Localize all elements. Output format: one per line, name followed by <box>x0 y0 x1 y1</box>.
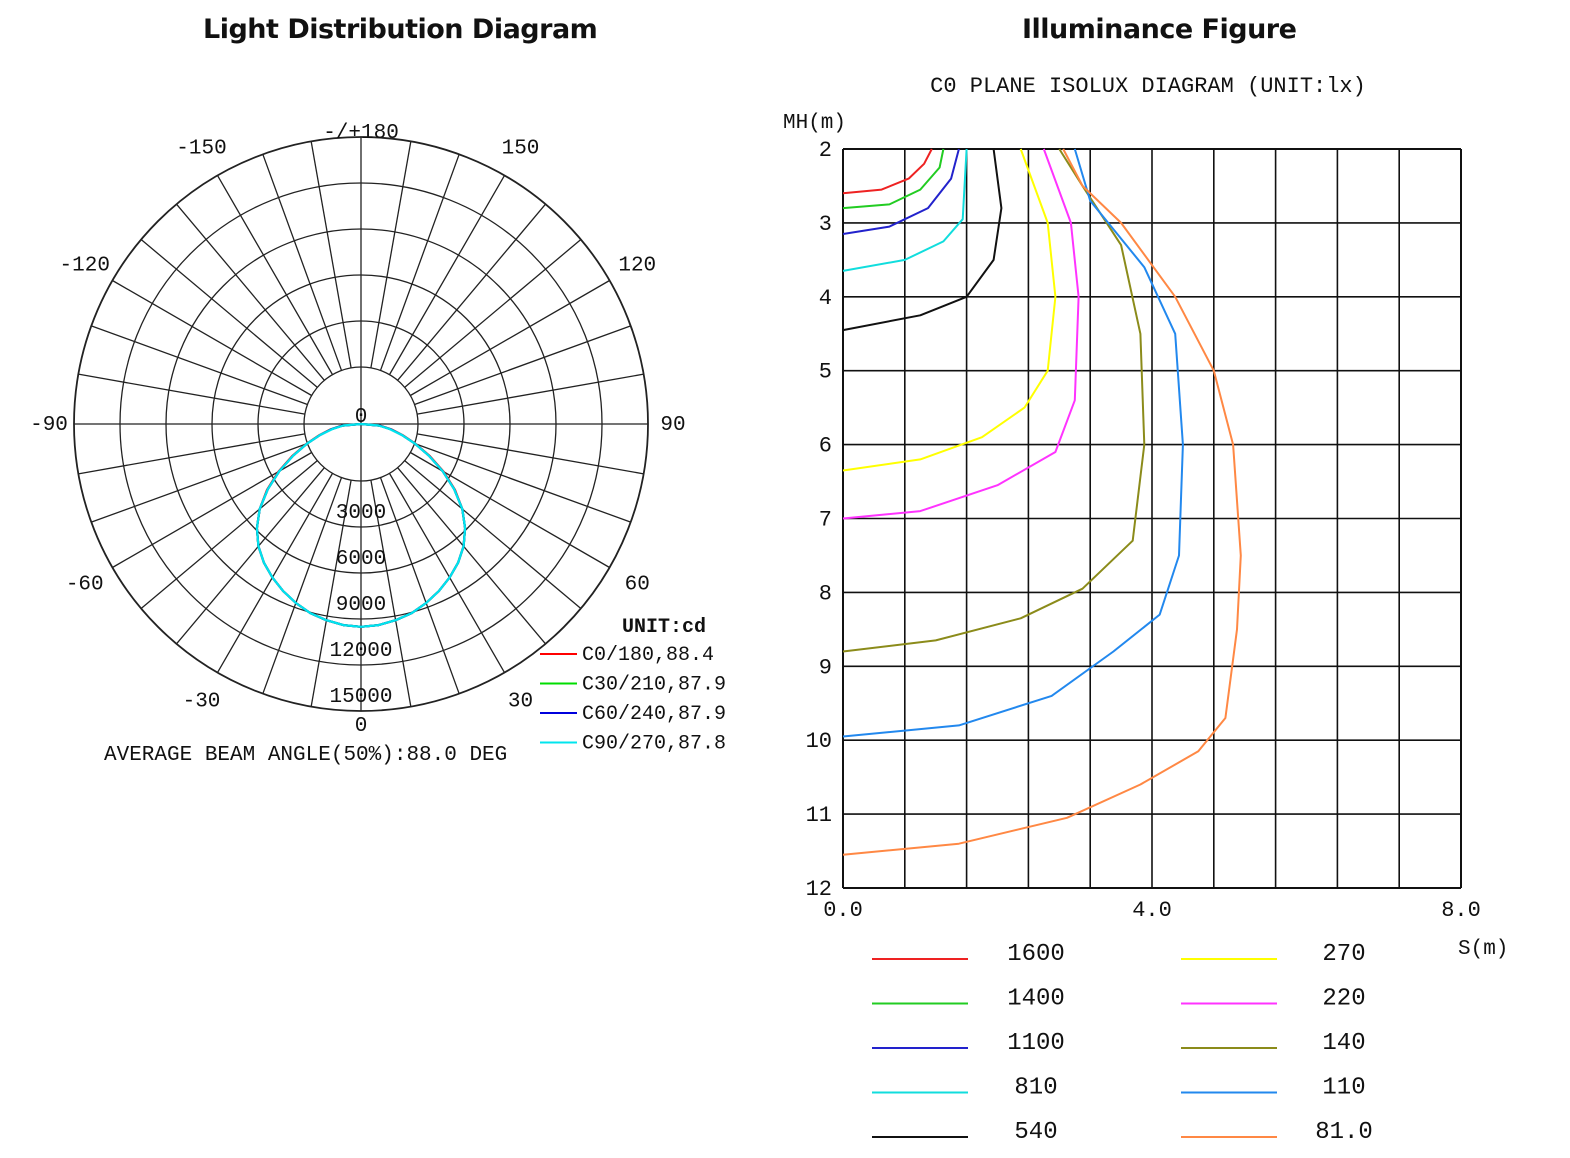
isolux-y-tick: 5 <box>819 360 832 385</box>
polar-spoke <box>379 154 460 371</box>
polar-angle-label: -30 <box>183 690 221 713</box>
polar-series-3 <box>255 422 467 628</box>
polar-spoke <box>262 477 343 694</box>
polar-angle-label: -60 <box>66 574 104 597</box>
isolux-legend-label: 220 <box>1322 986 1365 1013</box>
polar-angle-label: 0 <box>355 715 368 738</box>
isolux-x-tick: 0.0 <box>823 898 863 923</box>
polar-spoke <box>414 325 631 406</box>
polar-radial-label: 3000 <box>336 502 386 525</box>
polar-legend-label: C30/210,87.9 <box>582 674 726 697</box>
polar-chart: -/+180 150 120 90 60 30 0 -30 -60 -90 -120 -150 0 300… <box>30 122 726 767</box>
polar-angle-label: -150 <box>176 138 226 161</box>
polar-spoke <box>112 279 312 397</box>
polar-footer: AVERAGE BEAM ANGLE(50%):88.0 DEG <box>104 744 507 767</box>
polar-spoke <box>404 239 582 388</box>
isolux-series-9 <box>842 148 1242 856</box>
isolux-y-axis-label: MH(m) <box>783 112 846 135</box>
isolux-y-tick: 8 <box>819 581 832 606</box>
isolux-y-tick: 11 <box>806 803 832 828</box>
polar-angle-label: 120 <box>618 255 656 278</box>
polar-spoke <box>216 175 334 375</box>
polar-spoke <box>414 442 631 523</box>
polar-legend-label: C90/270,87.8 <box>582 733 726 756</box>
polar-spoke <box>388 473 506 673</box>
light-distribution-heading: Light Distribution Diagram <box>203 14 598 45</box>
isolux-series-2 <box>842 148 960 235</box>
polar-spoke <box>397 203 546 381</box>
polar-legend-label: C0/180,88.4 <box>582 644 714 667</box>
polar-spoke <box>397 467 546 645</box>
polar-unit-label: UNIT:cd <box>622 616 706 639</box>
isolux-y-tick: 4 <box>819 286 832 311</box>
isolux-x-tick: 8.0 <box>1441 898 1481 923</box>
isolux-series-5 <box>842 148 1057 472</box>
polar-radial-label: 12000 <box>329 640 392 663</box>
polar-spoke <box>379 477 460 694</box>
polar-radial-label: 6000 <box>336 548 386 571</box>
isolux-series-8 <box>842 148 1184 738</box>
isolux-y-tick: 6 <box>819 434 832 459</box>
polar-spoke <box>370 141 412 368</box>
polar-angle-label: -120 <box>60 255 110 278</box>
isolux-legend-label: 270 <box>1322 941 1365 968</box>
isolux-y-tick: 10 <box>806 729 832 754</box>
isolux-legend-label: 1100 <box>1007 1030 1065 1057</box>
polar-spoke <box>310 480 352 707</box>
isolux-chart: C0 PLANE ISOLUX DIAGRAM (UNIT:lx) 2 3 4 5 6 7 8… <box>783 74 1508 1146</box>
isolux-y-tick: 12 <box>806 877 832 902</box>
polar-spoke <box>91 325 308 406</box>
isolux-x-tick: 4.0 <box>1132 898 1172 923</box>
polar-spoke <box>176 467 325 645</box>
polar-angle-label: 30 <box>508 690 533 713</box>
polar-spoke <box>78 433 305 475</box>
isolux-legend-label: 81.0 <box>1315 1119 1373 1146</box>
polar-angle-label: -/+180 <box>323 122 399 145</box>
isolux-series-1 <box>842 148 945 210</box>
isolux-y-tick: 2 <box>819 138 832 163</box>
isolux-legend-label: 1600 <box>1007 941 1065 968</box>
isolux-plot-title: C0 PLANE ISOLUX DIAGRAM (UNIT:lx) <box>930 74 1366 99</box>
polar-angle-label: 150 <box>502 138 540 161</box>
isolux-legend-label: 140 <box>1322 1030 1365 1057</box>
polar-spoke <box>370 480 412 707</box>
isolux-series-6 <box>842 148 1080 520</box>
polar-angle-label: -90 <box>30 414 68 437</box>
polar-spoke <box>91 442 308 523</box>
isolux-legend-label: 810 <box>1014 1075 1057 1102</box>
polar-spoke <box>404 460 582 609</box>
polar-spoke <box>417 373 644 415</box>
polar-spoke <box>388 175 506 375</box>
isolux-legend-label: 110 <box>1322 1075 1365 1102</box>
polar-spoke <box>417 433 644 475</box>
isolux-y-tick: 3 <box>819 212 832 237</box>
isolux-y-tick: 7 <box>819 508 832 533</box>
polar-angle-label: 60 <box>625 574 650 597</box>
polar-spoke <box>78 373 305 415</box>
polar-center-label: 0 <box>355 406 368 429</box>
isolux-y-tick: 9 <box>819 655 832 680</box>
polar-spoke <box>410 279 610 397</box>
isolux-legend-label: 540 <box>1014 1119 1057 1146</box>
polar-spoke <box>310 141 352 368</box>
isolux-x-axis-label: S(m) <box>1458 938 1508 961</box>
polar-spoke <box>216 473 334 673</box>
polar-spoke <box>176 203 325 381</box>
isolux-series-0 <box>842 148 933 195</box>
polar-spoke <box>140 239 318 388</box>
polar-spoke <box>262 154 343 371</box>
polar-angle-label: 90 <box>660 414 685 437</box>
polar-radial-label: 9000 <box>336 594 386 617</box>
illuminance-heading: Illuminance Figure <box>1022 14 1297 45</box>
isolux-series-4 <box>842 148 1003 332</box>
isolux-series-7 <box>842 148 1146 653</box>
isolux-legend-label: 1400 <box>1007 986 1065 1013</box>
isolux-series-3 <box>842 148 968 272</box>
polar-legend-label: C60/240,87.9 <box>582 703 726 726</box>
polar-radial-label: 15000 <box>329 686 392 709</box>
polar-spoke <box>140 460 318 609</box>
